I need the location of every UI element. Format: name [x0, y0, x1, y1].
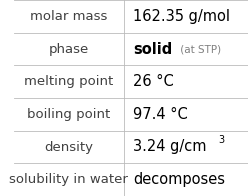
- Text: solid: solid: [134, 42, 173, 56]
- Text: 3.24 g/cm: 3.24 g/cm: [134, 140, 207, 154]
- Text: boiling point: boiling point: [27, 108, 110, 121]
- Text: phase: phase: [49, 43, 89, 55]
- Text: 162.35 g/mol: 162.35 g/mol: [134, 9, 230, 24]
- Text: density: density: [44, 141, 94, 153]
- Text: melting point: melting point: [24, 75, 114, 88]
- Text: decomposes: decomposes: [134, 172, 226, 187]
- Text: 3: 3: [219, 134, 225, 145]
- Text: (at STP): (at STP): [177, 44, 221, 54]
- Text: solubility in water: solubility in water: [10, 173, 128, 186]
- Text: molar mass: molar mass: [30, 10, 108, 23]
- Text: 26 °C: 26 °C: [134, 74, 174, 89]
- Text: 97.4 °C: 97.4 °C: [134, 107, 188, 122]
